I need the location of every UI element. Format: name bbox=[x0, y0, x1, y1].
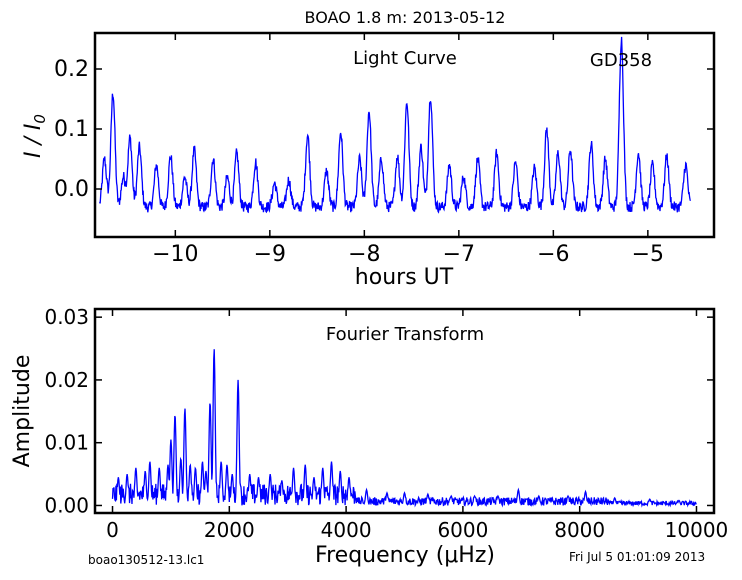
fourier-panel: 0 2000 4000 6000 8000 10000 0.00 0.01 0.02 0.03 F… bbox=[10, 305, 728, 568]
footer-filename: boao130512-13.lc1 bbox=[88, 553, 205, 567]
fourier-xtick-label: 8000 bbox=[554, 518, 605, 542]
light-curve-series-line bbox=[99, 36, 692, 214]
fourier-ytick-label: 0.00 bbox=[44, 493, 89, 517]
fourier-xtick-label: 4000 bbox=[321, 518, 372, 542]
light-curve-xtick-label: −10 bbox=[152, 242, 198, 267]
light-curve-line-group bbox=[99, 36, 692, 214]
light-curve-ytick-label: 0.1 bbox=[54, 117, 89, 142]
fourier-xtick-label: 2000 bbox=[204, 518, 255, 542]
fourier-ytick-label: 0.02 bbox=[44, 368, 89, 392]
light-curve-ytick-label: 0.2 bbox=[54, 57, 89, 82]
fourier-series-line bbox=[111, 349, 697, 508]
light-curve-annotation: Light Curve bbox=[353, 48, 457, 69]
light-curve-xtick-label: −5 bbox=[632, 242, 664, 267]
light-curve-ticks: −10 −9 −8 −7 −6 −5 0.0 0.1 0.2 bbox=[54, 33, 714, 267]
figure-title: BOAO 1.8 m: 2013-05-12 bbox=[305, 8, 506, 27]
fourier-ylabel: Amplitude bbox=[10, 355, 35, 468]
fourier-xtick-label: 10000 bbox=[665, 518, 729, 542]
fourier-line-group bbox=[111, 349, 697, 508]
fourier-annotation: Fourier Transform bbox=[326, 324, 484, 345]
fourier-ticks: 0 2000 4000 6000 8000 10000 0.00 0.01 0.02 0.03 bbox=[44, 305, 728, 542]
object-label: GD358 bbox=[590, 50, 652, 71]
fourier-ytick-label: 0.03 bbox=[44, 305, 89, 329]
fourier-xlabel: Frequency (μHz) bbox=[315, 543, 495, 568]
light-curve-xtick-label: −7 bbox=[443, 242, 475, 267]
light-curve-ylabel: I / I0 bbox=[21, 114, 49, 158]
fourier-frame bbox=[93, 307, 716, 515]
light-curve-xtick-label: −9 bbox=[254, 242, 286, 267]
light-curve-frame bbox=[93, 31, 716, 239]
light-curve-xlabel: hours UT bbox=[355, 265, 454, 290]
fourier-ytick-label: 0.01 bbox=[44, 431, 89, 455]
fourier-xtick-label: 6000 bbox=[437, 518, 488, 542]
light-curve-panel: −10 −9 −8 −7 −6 −5 0.0 0.1 0.2 Light Curve GD358… bbox=[21, 31, 716, 290]
light-curve-ytick-label: 0.0 bbox=[54, 177, 89, 202]
light-curve-xtick-label: −8 bbox=[348, 242, 380, 267]
light-curve-xtick-label: −6 bbox=[537, 242, 569, 267]
footer-timestamp: Fri Jul 5 01:01:09 2013 bbox=[569, 550, 706, 564]
fourier-xtick-label: 0 bbox=[106, 518, 119, 542]
